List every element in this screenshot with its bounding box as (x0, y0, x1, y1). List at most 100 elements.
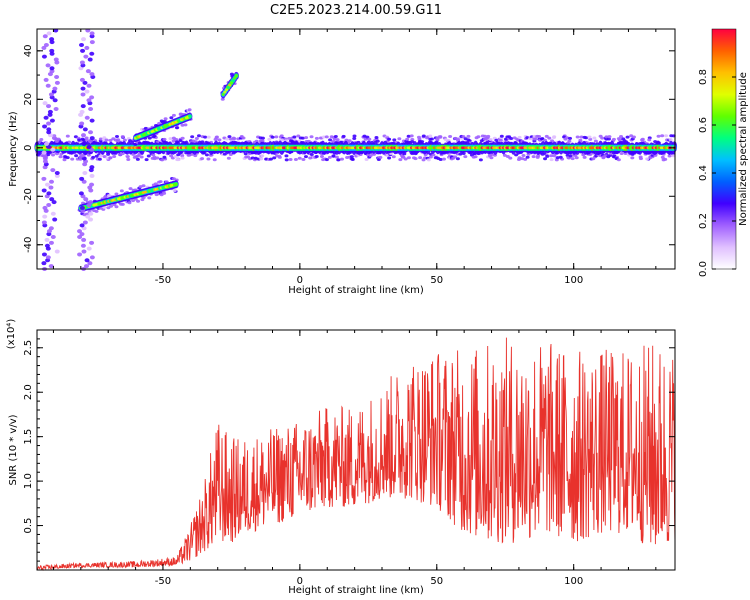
heatmap-cell (227, 135, 232, 139)
heatmap-cell (49, 51, 55, 56)
heatmap-cell (473, 155, 478, 159)
heatmap-cell (42, 223, 48, 228)
heatmap-cell (616, 158, 621, 162)
heatmap-cell (82, 127, 88, 132)
heatmap-cell (292, 135, 297, 139)
heatmap-cell (176, 158, 181, 162)
heatmap-cell (392, 138, 397, 142)
heatmap-cell (120, 152, 125, 156)
figure-title: C2E5.2023.214.00.59.G11 (270, 3, 442, 18)
heatmap-cell (162, 137, 167, 141)
heatmap-cell (169, 154, 174, 158)
heatmap-cell (85, 214, 91, 219)
heatmap-cell (42, 214, 48, 219)
heatmap-cell (112, 154, 117, 158)
heatmap-cell (50, 211, 56, 216)
heatmap-cell (455, 157, 460, 161)
heatmap-cell (88, 200, 94, 205)
heatmap-cell (47, 109, 53, 114)
heatmap-cell (105, 156, 110, 160)
heatmap-cell (49, 66, 55, 71)
spectrogram-axes: -50 0 50 100 -40 -20 0 20 40 (23, 29, 675, 286)
heatmap-cell (272, 156, 277, 160)
heatmap-cell (89, 34, 95, 39)
heatmap-cell (397, 137, 402, 141)
heatmap-cell (89, 40, 95, 45)
heatmap-cell (619, 152, 624, 156)
heatmap-cell (509, 137, 514, 141)
heatmap-cell (431, 153, 436, 157)
heatmap-cell (403, 157, 408, 161)
heatmap-cell (80, 92, 86, 97)
heatmap-cell (144, 158, 149, 162)
heatmap-cell (50, 235, 56, 239)
snr-frame (36, 329, 676, 571)
heatmap-cell (406, 134, 411, 138)
heatmap-cell (334, 155, 339, 159)
heatmap-cell (319, 154, 324, 158)
spectrogram-heat-layer (34, 28, 678, 271)
heatmap-cell (65, 134, 70, 138)
heatmap-cell (41, 188, 47, 193)
heatmap-cell (43, 115, 49, 120)
heatmap-cell (367, 137, 372, 141)
heatmap-cell (537, 134, 542, 138)
heatmap-cell (120, 135, 125, 139)
colorbar-tick-label: 0.6 (698, 117, 709, 133)
heatmap-cell (391, 155, 396, 159)
heatmap-cell (220, 97, 225, 101)
heatmap-cell (217, 138, 222, 142)
heatmap-cell (48, 185, 54, 190)
heatmap-cell (243, 152, 248, 156)
heatmap-cell (645, 157, 650, 161)
heatmap-cell (540, 137, 545, 141)
heatmap-cell (152, 134, 157, 138)
snr-series-line (36, 337, 676, 572)
heatmap-cell (102, 205, 107, 209)
heatmap-cell (398, 158, 403, 162)
heatmap-cell (43, 43, 49, 47)
colorbar: 0.0 0.2 0.4 0.6 0.8 Normalized spectral ampl… (698, 28, 749, 277)
heatmap-cell (498, 138, 503, 142)
heatmap-cell (84, 89, 90, 94)
heatmap-cell (280, 138, 285, 142)
heatmap-cell (406, 156, 411, 160)
heatmap-cell (42, 124, 48, 129)
heatmap-cell (441, 157, 446, 161)
heatmap-cell (84, 136, 89, 140)
heatmap-cell (42, 34, 48, 39)
heatmap-cell (482, 134, 487, 138)
heatmap-cell (604, 135, 609, 139)
heatmap-cell (88, 217, 94, 222)
heatmap-cell (356, 140, 361, 144)
heatmap-cell (83, 54, 89, 59)
heatmap-cell (180, 156, 185, 160)
heatmap-cell (58, 155, 63, 159)
heatmap-cell (567, 139, 572, 143)
heatmap-cell (413, 157, 418, 161)
heatmap-cell (619, 135, 624, 139)
heatmap-cell (102, 136, 107, 140)
heatmap-cell (667, 154, 672, 158)
spectrogram-ylabel: Frequency (Hz) (8, 111, 19, 187)
heatmap-cell (89, 173, 95, 178)
heatmap-cell (418, 156, 423, 160)
heatmap-cell (568, 136, 573, 140)
heatmap-cell (89, 165, 95, 170)
heatmap-cell (81, 37, 87, 42)
heatmap-cell (79, 153, 85, 158)
heatmap-cell (45, 83, 51, 88)
heatmap-cell (126, 157, 131, 161)
colorbar-label: Normalized spectral amplitude (738, 72, 749, 226)
heatmap-cell (293, 158, 298, 162)
heatmap-cell (46, 203, 52, 207)
heatmap-cell (203, 135, 208, 139)
heatmap-cell (77, 235, 83, 239)
heatmap-cell (89, 255, 95, 260)
heatmap-cell (168, 137, 173, 141)
heatmap-cell (139, 155, 144, 159)
heatmap-cell (41, 261, 47, 266)
colorbar-tick-label: 0.0 (698, 261, 709, 277)
heatmap-cell (304, 136, 309, 140)
heatmap-cell (592, 136, 597, 140)
